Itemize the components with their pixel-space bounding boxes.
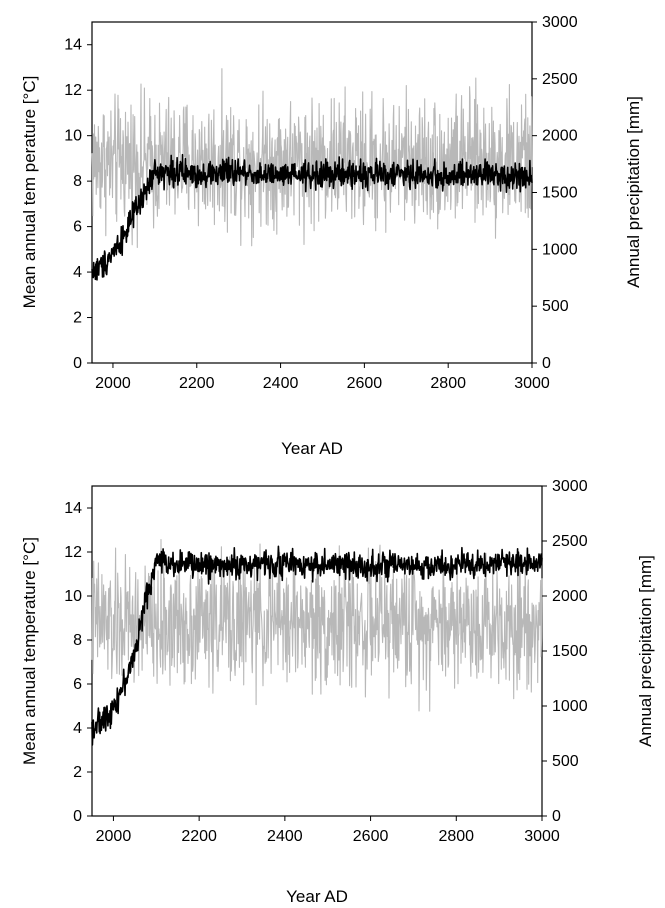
chart-bottom-y2-axis-label: Annual precipitation [mm]	[636, 555, 655, 747]
y-tick-label: 2	[73, 310, 82, 327]
y-tick-label: 6	[73, 676, 82, 693]
x-tick-label: 2200	[179, 375, 215, 392]
precipitation-line	[91, 68, 533, 249]
y-tick-label: 14	[64, 500, 82, 517]
x-tick-label: 2400	[267, 828, 303, 845]
y-tick-label: 12	[64, 82, 82, 99]
y2-tick-label: 1500	[552, 643, 588, 660]
y2-tick-label: 500	[552, 753, 579, 770]
y2-tick-label: 3000	[552, 478, 588, 495]
y2-tick-label: 2000	[542, 128, 578, 145]
y2-tick-label: 1000	[552, 698, 588, 715]
chart-top-y-axis-label: Mean annual tem perature [°C]	[20, 76, 39, 309]
y-tick-label: 0	[73, 808, 82, 825]
temperature-line	[91, 153, 533, 281]
y-tick-label: 0	[73, 355, 82, 372]
y2-tick-label: 2500	[552, 533, 588, 550]
y2-tick-label: 2000	[552, 588, 588, 605]
y2-tick-label: 1500	[542, 185, 578, 202]
y-tick-label: 8	[73, 632, 82, 649]
y-tick-label: 4	[73, 264, 82, 281]
chart-top-x-axis-label: Year AD	[281, 439, 343, 458]
chart-top-temperature-series	[91, 153, 533, 281]
x-tick-label: 2000	[96, 828, 132, 845]
y2-tick-label: 0	[542, 355, 551, 372]
y-tick-label: 6	[73, 219, 82, 236]
chart-top-ticks: 2000 2200 2400 2600 2800 3000 0 2 4 6 8 10 12 14 0 500 1…	[64, 14, 577, 392]
x-tick-label: 2800	[430, 375, 466, 392]
y-tick-label: 10	[64, 128, 82, 145]
x-tick-label: 3000	[514, 375, 550, 392]
x-tick-label: 2200	[181, 828, 217, 845]
chart-bottom: 2000 2200 2400 2600 2800 3000 0 2 4 6 8 10 12 14 0 500 1…	[20, 478, 655, 906]
y-tick-label: 12	[64, 544, 82, 561]
chart-bottom-ticks: 2000 2200 2400 2600 2800 3000 0 2 4 6 8 10 12 14 0 500 1…	[64, 478, 587, 845]
y2-tick-label: 500	[542, 298, 569, 315]
y-tick-label: 4	[73, 720, 82, 737]
temperature-line	[91, 545, 543, 746]
y-tick-label: 2	[73, 764, 82, 781]
x-tick-label: 2600	[353, 828, 389, 845]
chart-bottom-x-axis-label: Year AD	[286, 887, 348, 906]
chart-bottom-y-axis-label: Mean annual temperature [°C]	[20, 537, 39, 765]
x-tick-label: 2000	[95, 375, 131, 392]
x-tick-label: 3000	[524, 828, 560, 845]
chart-bottom-temperature-series	[91, 545, 543, 746]
y2-tick-label: 1000	[542, 241, 578, 258]
chart-top-y2-axis-label: Annual precipitation [mm]	[624, 96, 643, 288]
chart-top-precipitation-series	[91, 68, 533, 249]
y-tick-label: 14	[64, 37, 82, 54]
x-tick-label: 2800	[438, 828, 474, 845]
y2-tick-label: 0	[552, 808, 561, 825]
y2-tick-label: 3000	[542, 14, 578, 31]
y2-tick-label: 2500	[542, 71, 578, 88]
chart-top: 2000 2200 2400 2600 2800 3000 0 2 4 6 8 10 12 14 0 500 1…	[20, 14, 643, 458]
x-tick-label: 2400	[263, 375, 299, 392]
x-tick-label: 2600	[347, 375, 383, 392]
y-tick-label: 8	[73, 173, 82, 190]
y-tick-label: 10	[64, 588, 82, 605]
